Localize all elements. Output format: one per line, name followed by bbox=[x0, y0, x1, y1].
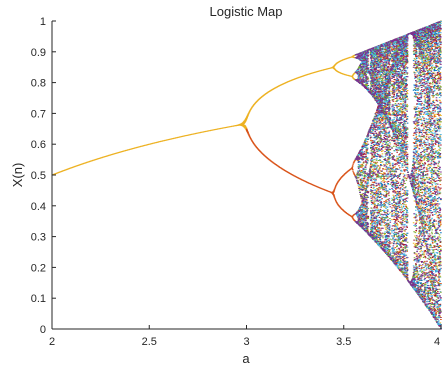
x-tick-label: 2 bbox=[49, 336, 55, 348]
x-tick-label: 3.5 bbox=[336, 336, 351, 348]
y-tick-label: 0.1 bbox=[31, 293, 46, 305]
y-ticks: 0 0.1 0.2 0.3 0.4 0.5 0.6 0.7 0.8 0.9 1 bbox=[31, 16, 56, 336]
y-tick-label: 0.5 bbox=[31, 170, 46, 182]
x-tick-label: 3 bbox=[243, 336, 249, 348]
y-tick-label: 0.8 bbox=[31, 78, 46, 90]
y-tick-label: 0.7 bbox=[31, 108, 46, 120]
y-tick-label: 0.3 bbox=[31, 232, 46, 244]
y-tick-label: 1 bbox=[40, 16, 46, 28]
y-axis-label: X(n) bbox=[10, 163, 25, 188]
y-tick-label: 0.2 bbox=[31, 262, 46, 274]
y-tick-label: 0.6 bbox=[31, 139, 46, 151]
y-tick-label: 0 bbox=[40, 324, 46, 336]
x-tick-label: 2.5 bbox=[142, 336, 157, 348]
x-ticks: 2 2.5 3 3.5 4 bbox=[49, 325, 442, 348]
bifurcation-points bbox=[51, 20, 442, 330]
chart-title: Logistic Map bbox=[210, 4, 283, 19]
bifurcation-series-7 bbox=[354, 21, 442, 330]
x-axis-label: a bbox=[242, 351, 250, 366]
y-tick-label: 0.4 bbox=[31, 201, 46, 213]
y-tick-label: 0.9 bbox=[31, 47, 46, 59]
x-tick-label: 4 bbox=[434, 336, 440, 348]
